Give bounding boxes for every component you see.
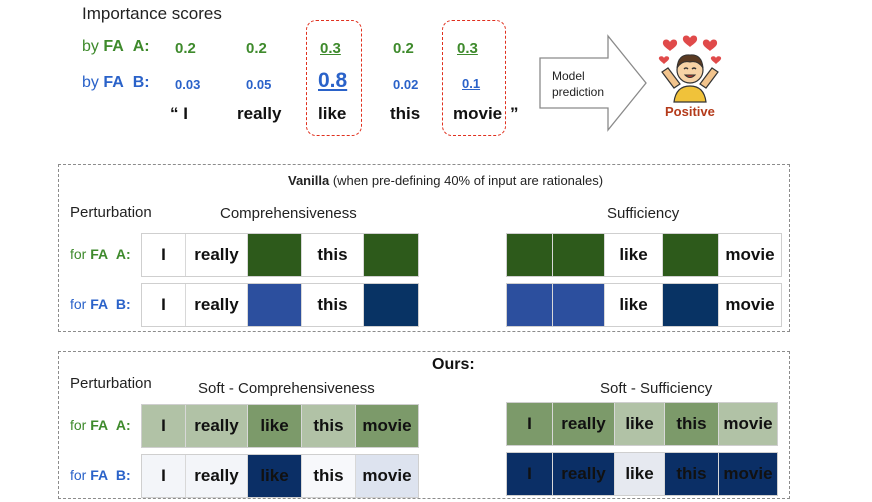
token-cell: really (186, 284, 248, 326)
highlight-box-movie (442, 20, 506, 136)
fa-a-score: 0.3 (320, 40, 341, 57)
fa-a-score: 0.2 (393, 40, 414, 57)
model-prediction-label: Model prediction (552, 69, 605, 99)
token-cell: like (605, 234, 663, 276)
ours-comp-row-a: I really like this movie (141, 404, 419, 448)
token-cell: I (507, 403, 553, 445)
sentence-word: movie (453, 104, 503, 123)
sufficiency-title: Sufficiency (607, 205, 680, 222)
row-label-fa-a: for FA A: (70, 417, 131, 433)
token-cell: I (507, 453, 553, 495)
soft-comprehensiveness-title: Soft - Comprehensiveness (198, 380, 375, 397)
token-cell-masked (248, 234, 302, 276)
ours-title: Ours: (432, 356, 475, 373)
vanilla-title: Vanilla (when pre-defining 40% of input … (288, 173, 604, 188)
token-cell: like (615, 453, 665, 495)
row-label-fa-b: for FA B: (70, 467, 131, 483)
token-cell: this (665, 403, 719, 445)
token-cell: I (142, 455, 186, 497)
perturbation-label: Perturbation (70, 204, 152, 221)
ours-panel (58, 351, 790, 499)
token-cell: like (605, 284, 663, 326)
ours-suff-row-a: I really like this movie (506, 402, 778, 446)
token-cell: movie (719, 403, 777, 445)
token-cell-masked (364, 234, 418, 276)
token-cell: this (302, 284, 364, 326)
token-cell-masked (663, 284, 719, 326)
token-cell: really (553, 403, 615, 445)
token-cell: really (186, 455, 248, 497)
vanilla-suff-row-a: like movie (506, 233, 782, 277)
row-label-fa-a: for FA A: (70, 246, 131, 262)
sentence-word: really (237, 104, 282, 123)
token-cell: I (142, 405, 186, 447)
token-cell-masked (364, 284, 418, 326)
token-cell: movie (356, 405, 418, 447)
close-quote: ” (510, 104, 519, 123)
fa-a-label: by FA A: (82, 38, 150, 55)
ours-suff-row-b: I really like this movie (506, 452, 778, 496)
token-cell: I (142, 284, 186, 326)
vanilla-comp-row-a: I really this (141, 233, 419, 277)
ours-comp-row-b: I really like this movie (141, 454, 419, 498)
token-cell: movie (719, 453, 777, 495)
token-cell-masked (553, 234, 605, 276)
token-cell: this (302, 234, 364, 276)
comprehensiveness-title: Comprehensiveness (220, 205, 357, 222)
fa-b-score: 0.02 (393, 77, 419, 92)
importance-scores-title: Importance scores (82, 4, 222, 23)
sentence-word: this (390, 104, 421, 123)
fa-b-label: by FA B: (82, 74, 150, 91)
fa-b-score: 0.1 (462, 76, 481, 91)
sentence-word: like (318, 104, 347, 123)
fa-b-score: 0.03 (175, 77, 201, 92)
perturbation-label: Perturbation (70, 375, 152, 392)
sentence-word-i: “ I (170, 104, 188, 123)
vanilla-suff-row-b: like movie (506, 283, 782, 327)
token-cell-masked (507, 234, 553, 276)
heart-icon (662, 39, 678, 51)
fa-a-score: 0.3 (457, 40, 478, 57)
arrow-right-icon (539, 34, 647, 132)
highlight-box-like (306, 20, 362, 136)
token-cell: really (186, 234, 248, 276)
token-cell: I (142, 234, 186, 276)
token-cell-masked (553, 284, 605, 326)
fa-b-score: 0.8 (318, 69, 348, 92)
token-cell: really (186, 405, 248, 447)
token-cell: movie (725, 245, 775, 264)
fa-a-score: 0.2 (175, 40, 196, 57)
token-cell-masked (507, 284, 553, 326)
token-cell: like (248, 455, 302, 497)
token-cell: this (665, 453, 719, 495)
fa-b-score: 0.05 (246, 77, 272, 92)
token-cell: like (615, 403, 665, 445)
vanilla-panel (58, 164, 790, 332)
token-cell-masked (248, 284, 302, 326)
vanilla-comp-row-b: I really this (141, 283, 419, 327)
prediction-label: Positive (665, 104, 715, 119)
token-cell: like (248, 405, 302, 447)
token-cell: really (553, 453, 615, 495)
row-label-fa-b: for FA B: (70, 296, 131, 312)
token-cell: this (302, 455, 356, 497)
token-cell-masked (663, 234, 719, 276)
token-cell: movie (356, 455, 418, 497)
token-cell: this (302, 405, 356, 447)
happy-person-icon (658, 35, 722, 103)
soft-sufficiency-title: Soft - Sufficiency (600, 380, 713, 397)
token-cell: movie (725, 295, 775, 314)
fa-a-score: 0.2 (246, 40, 267, 57)
